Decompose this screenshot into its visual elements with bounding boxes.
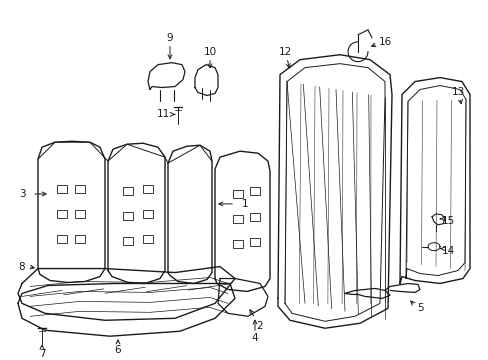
- Bar: [75, 235, 85, 243]
- Text: 6: 6: [115, 345, 121, 355]
- Text: 12: 12: [278, 47, 291, 57]
- Bar: [142, 185, 153, 193]
- Bar: [142, 210, 153, 218]
- Text: 2: 2: [256, 321, 263, 331]
- Bar: [232, 190, 243, 198]
- Bar: [57, 210, 67, 218]
- Bar: [232, 240, 243, 248]
- Bar: [75, 185, 85, 193]
- Text: 1: 1: [241, 199, 248, 209]
- Bar: [57, 235, 67, 243]
- Text: 13: 13: [450, 86, 464, 96]
- Text: 16: 16: [378, 37, 391, 47]
- Text: 4: 4: [251, 333, 258, 343]
- Bar: [57, 185, 67, 193]
- Bar: [249, 238, 260, 246]
- Text: 8: 8: [19, 262, 25, 271]
- Bar: [142, 235, 153, 243]
- Bar: [249, 187, 260, 195]
- Text: 15: 15: [441, 216, 454, 226]
- Text: 11: 11: [156, 109, 169, 120]
- Text: 9: 9: [166, 33, 173, 43]
- Text: 14: 14: [441, 246, 454, 256]
- Bar: [249, 213, 260, 221]
- Bar: [75, 210, 85, 218]
- Bar: [123, 187, 133, 195]
- Text: 5: 5: [416, 303, 423, 313]
- Bar: [123, 212, 133, 220]
- Bar: [232, 215, 243, 223]
- Text: 3: 3: [19, 189, 25, 199]
- Text: 7: 7: [39, 349, 45, 359]
- Bar: [123, 237, 133, 245]
- Text: 10: 10: [203, 47, 216, 57]
